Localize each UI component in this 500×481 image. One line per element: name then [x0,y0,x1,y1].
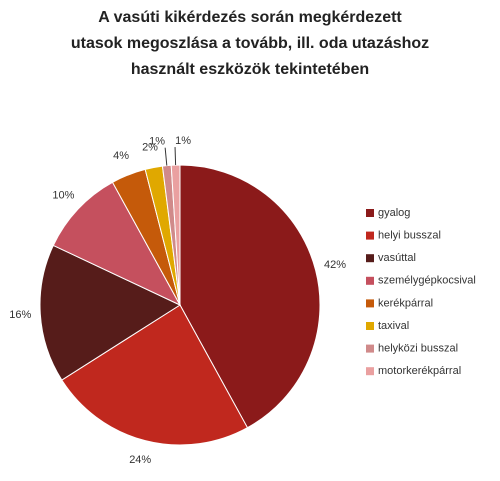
legend-swatch [366,209,374,217]
pie-slice [52,181,182,307]
data-label: 24% [129,454,151,466]
legend-label: helyközi busszal [378,343,458,355]
pie-slice [179,164,321,429]
data-label: 42% [324,259,346,271]
data-label: 4% [113,150,129,162]
leader-line [164,147,168,166]
chart-title: utasok megoszlása a tovább, ill. oda uta… [71,35,429,52]
legend-label: motorkerékpárral [378,365,461,377]
legend-swatch [366,231,374,240]
legend-label: személygépkocsival [378,275,476,287]
legend-label: helyi busszal [378,230,441,242]
legend-label: gyalog [378,207,410,219]
legend-swatch [366,344,374,353]
data-label: 1% [149,136,165,148]
data-label: 16% [9,309,31,321]
data-label: 1% [175,135,191,147]
legend-swatch [366,299,374,308]
legend-swatch [366,322,374,330]
pie-slice [39,244,182,381]
legend-label: taxival [378,320,409,332]
data-label: 2% [142,142,158,154]
legend-label: kerékpárral [378,297,433,309]
legend-swatch [366,276,374,285]
pie-slice [61,304,249,446]
legend-label: vasúttal [378,252,416,264]
legend-swatch [366,254,374,263]
chart-title: A vasúti kikérdezés során megkérdezett [98,9,402,26]
chart-title: használt eszközök tekintetében [131,61,369,78]
legend-swatch [366,367,374,376]
leader-line [174,147,177,166]
data-label: 10% [52,189,74,201]
